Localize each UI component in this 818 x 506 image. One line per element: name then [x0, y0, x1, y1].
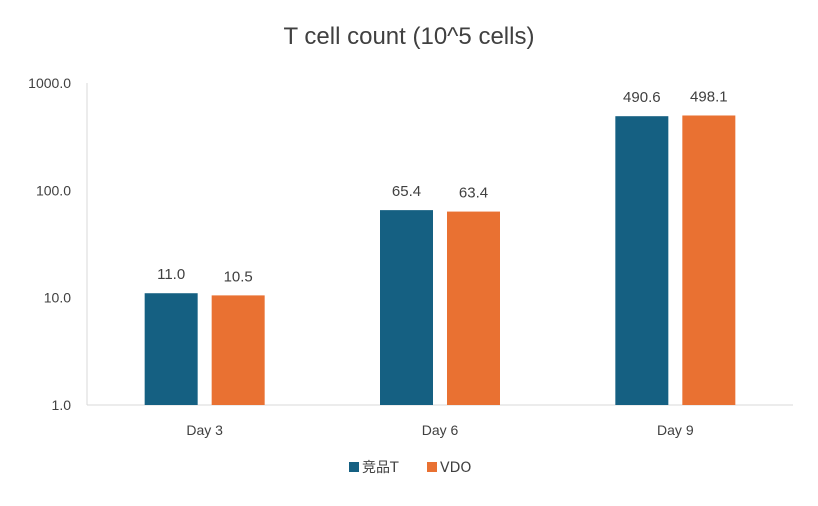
bar [447, 211, 500, 405]
chart-title: T cell count (10^5 cells) [284, 23, 535, 50]
legend-label: 竞品T [362, 459, 399, 476]
y-tick-label: 1.0 [52, 397, 72, 413]
data-label: 10.5 [224, 268, 253, 285]
bar [211, 295, 265, 405]
y-tick-label: 100.0 [36, 182, 71, 198]
axes: 1.0 10.0 100.0 1000.0 Day 3 Day 6 Day 9 [28, 75, 793, 438]
y-tick-label: 1000.0 [28, 75, 71, 91]
y-tick-label: 10.0 [44, 290, 71, 306]
legend-swatch [427, 462, 437, 472]
x-tick-label: Day 3 [186, 422, 223, 438]
data-label: 498.1 [690, 88, 728, 105]
legend-swatch [349, 462, 359, 472]
legend: 竞品T VDO [349, 459, 471, 476]
bar [380, 210, 433, 405]
data-label: 65.4 [392, 183, 421, 200]
data-label: 490.6 [623, 89, 661, 106]
data-label: 63.4 [459, 185, 488, 202]
x-tick-label: Day 9 [657, 422, 694, 438]
bar [144, 293, 198, 405]
data-label: 11.0 [157, 266, 185, 283]
bars [144, 115, 736, 405]
legend-label: VDO [440, 460, 471, 476]
x-tick-label: Day 6 [422, 422, 459, 438]
data-labels: 11.0 10.5 65.4 63.4 490.6 498.1 [157, 88, 727, 285]
bar [682, 115, 736, 405]
bar [615, 116, 669, 405]
